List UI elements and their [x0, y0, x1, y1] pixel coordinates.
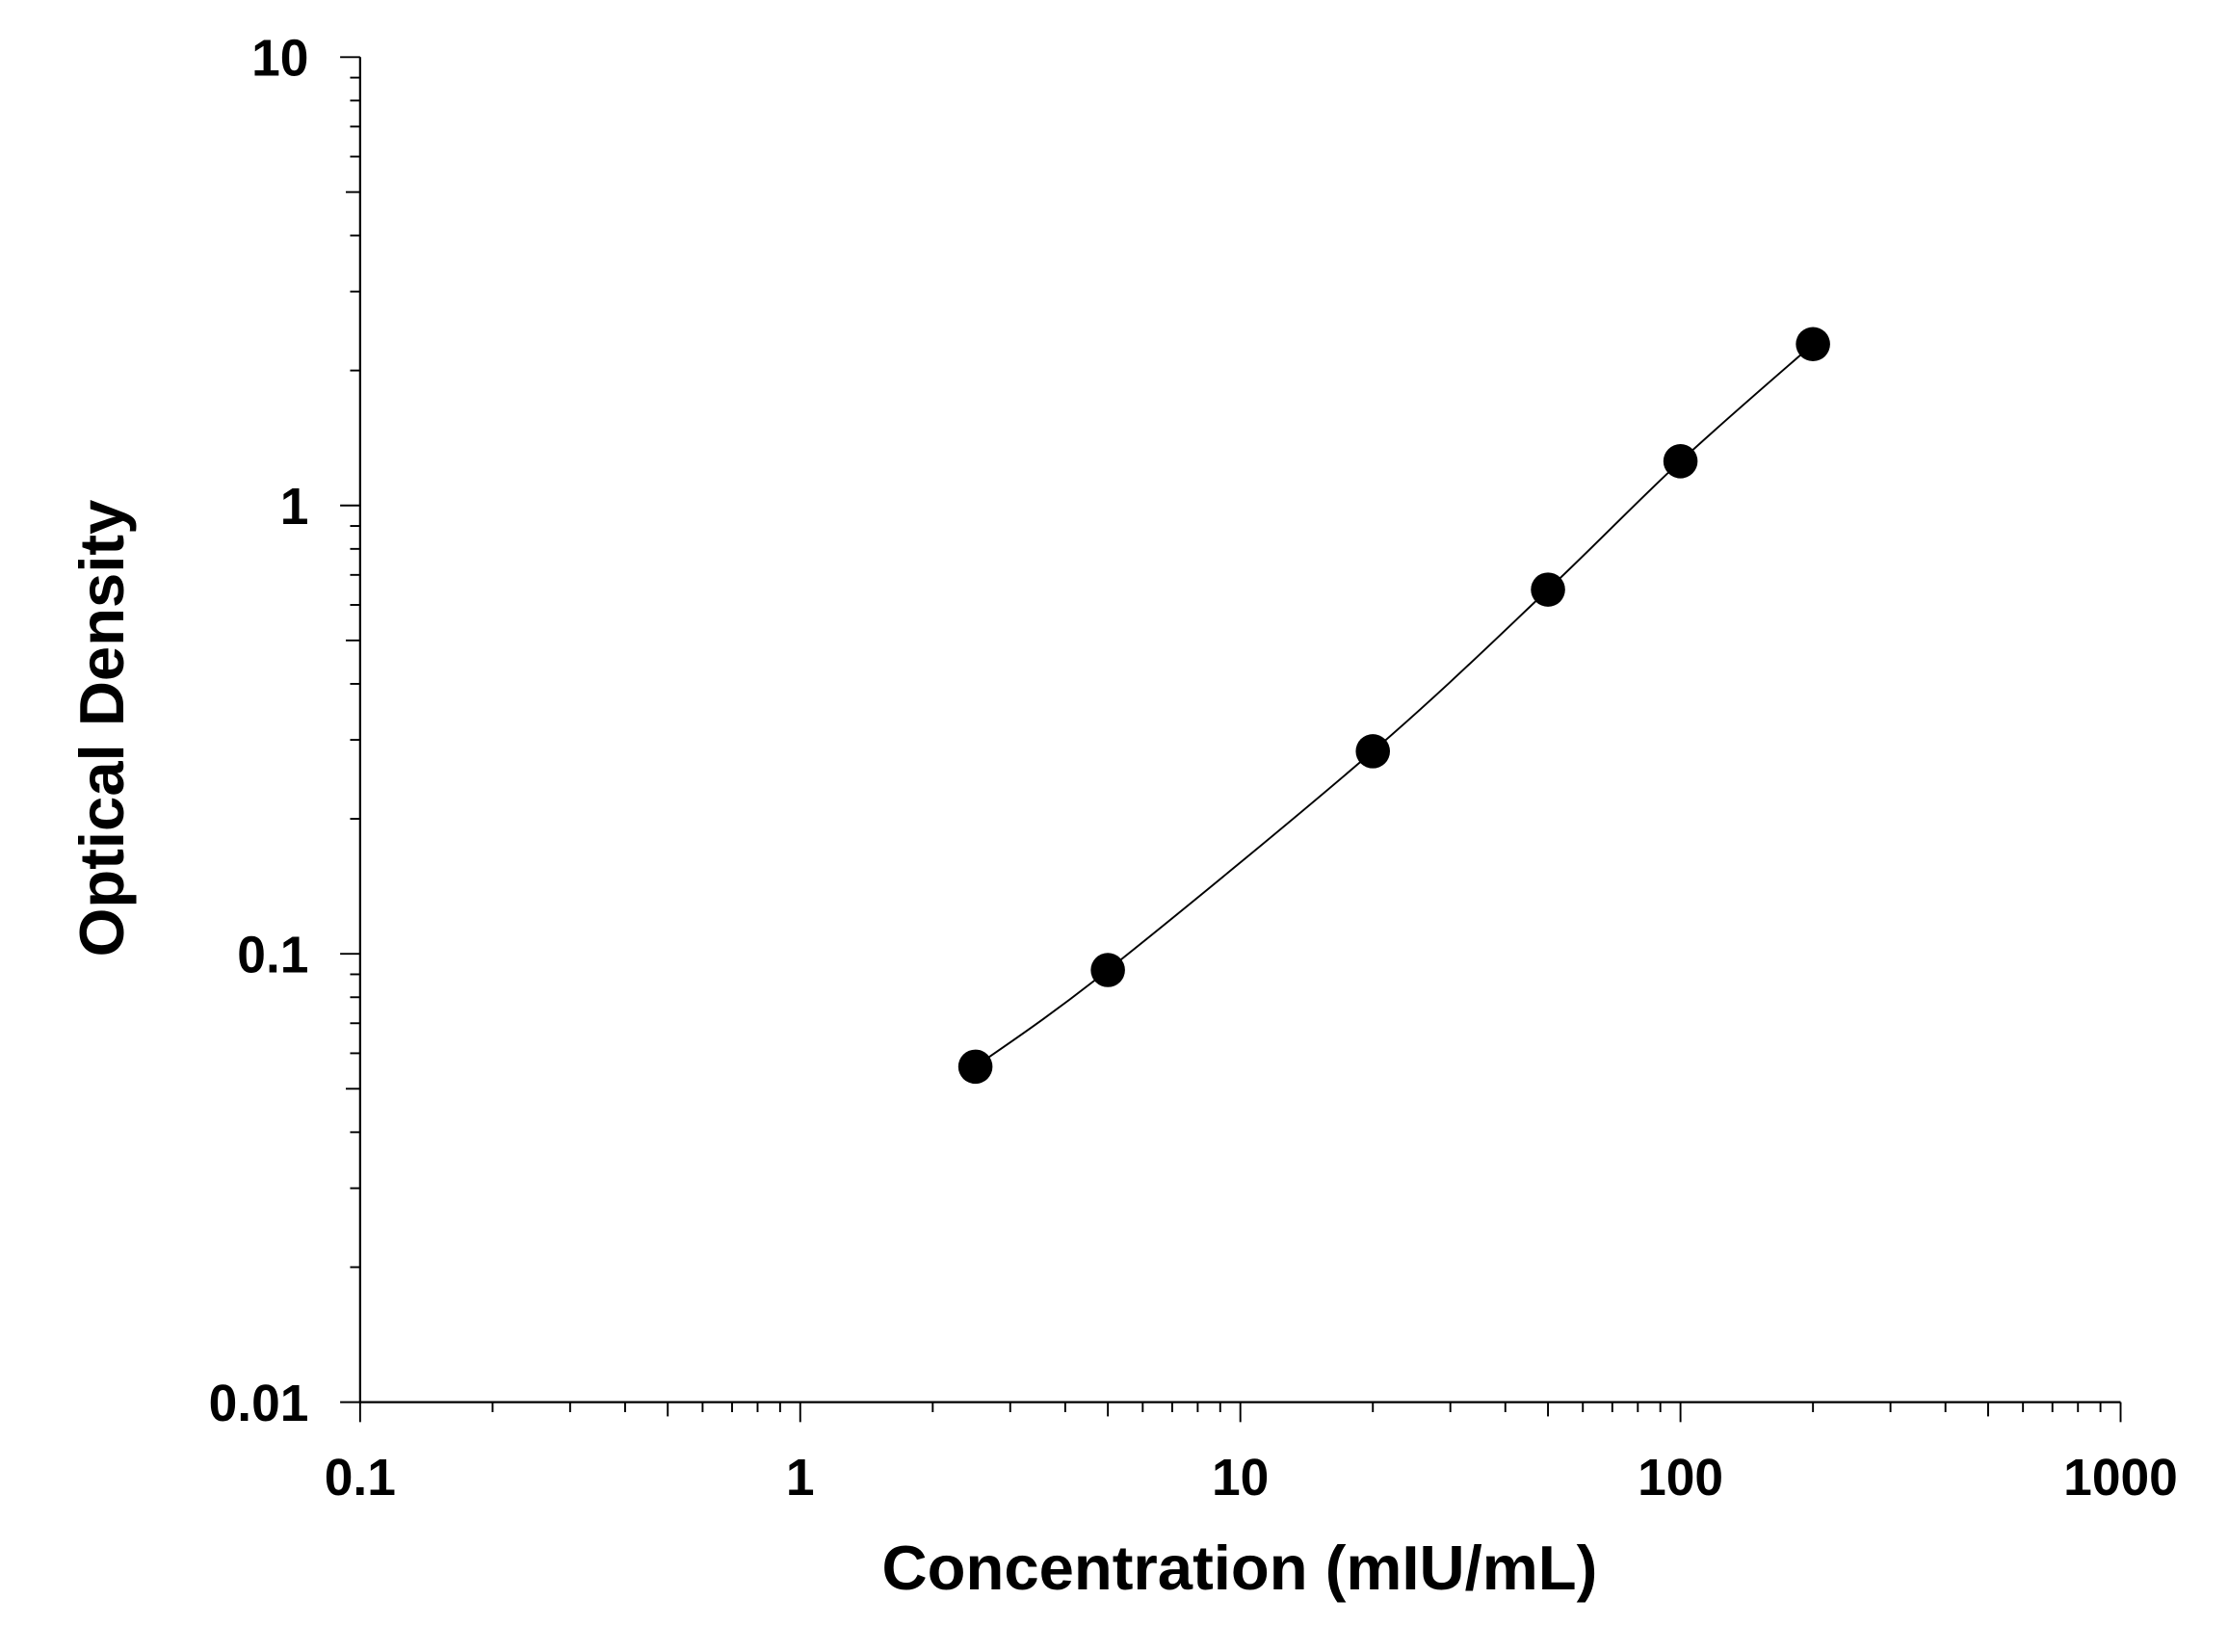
y-tick-label: 0.1 [237, 927, 308, 983]
x-axis-label: Concentration (mIU/mL) [882, 1533, 1598, 1603]
data-point [1355, 734, 1391, 769]
data-point [1090, 953, 1125, 987]
y-axis-label: Optical Density [66, 500, 137, 957]
ticks [340, 56, 2122, 1423]
data-points [957, 327, 1830, 1085]
x-tick-label: 0.1 [325, 1450, 396, 1507]
y-tick-labels: 0.01 0.1 1 10 [209, 31, 309, 1432]
axes [358, 57, 2121, 1403]
y-tick-label: 0.01 [209, 1376, 309, 1432]
data-point [1531, 572, 1565, 607]
x-tick-label: 100 [1638, 1450, 1723, 1507]
data-point [1663, 444, 1698, 479]
y-tick-label: 10 [251, 31, 308, 88]
x-tick-label: 1 [786, 1450, 815, 1507]
y-tick-label: 1 [280, 479, 309, 536]
x-tick-labels: 0.1 1 10 100 1000 [325, 1450, 2178, 1507]
x-tick-label: 1000 [2063, 1450, 2178, 1507]
data-point [957, 1049, 993, 1085]
data-point [1796, 327, 1830, 362]
x-tick-label: 10 [1212, 1450, 1269, 1507]
